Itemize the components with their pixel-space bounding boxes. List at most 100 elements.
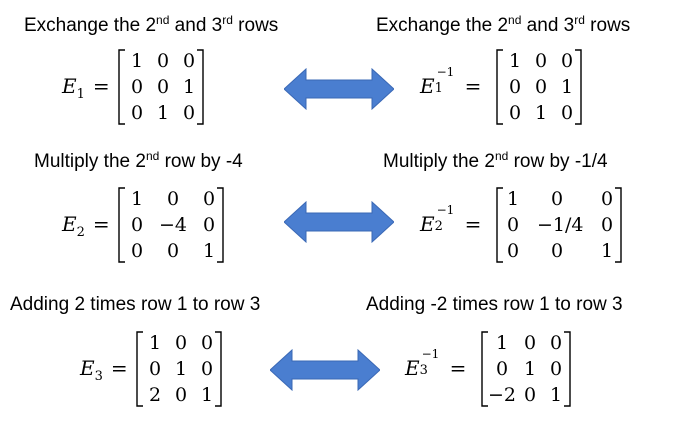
matrix-cell: 1 <box>148 332 162 354</box>
equals-sign: = <box>92 74 110 98</box>
heading-sup: rd <box>574 13 585 27</box>
heading-row3-right: Adding -2 times row 1 to row 3 <box>366 295 623 314</box>
heading-text: Exchange the 2 <box>376 15 509 36</box>
heading-text: Multiply the 2 <box>34 151 146 172</box>
matrix-cell: 0 <box>549 332 563 354</box>
matrix-cell: 0 <box>534 50 548 72</box>
matrix-subscript: 1 <box>76 87 85 102</box>
matrix-cell: 1 <box>560 76 574 98</box>
matrix-cell: 0 <box>202 214 216 236</box>
matrix-cell: 0 <box>550 240 564 262</box>
heading-row2-right: Multiply the 2nd row by -1/4 <box>383 149 608 172</box>
matrix-cell: 1 <box>523 358 537 380</box>
matrix-cell: 0 <box>130 102 144 124</box>
matrix-subscript: 1 <box>434 81 443 96</box>
equals-sign: = <box>449 356 467 380</box>
matrix-cell: 1 <box>549 384 563 406</box>
heading-text: and 3 <box>521 15 575 36</box>
matrix-cell: 0 <box>523 332 537 354</box>
heading-text: row by -4 <box>159 151 243 172</box>
matrix-subscript: 3 <box>94 369 103 384</box>
matrix-cell: 0 <box>130 240 144 262</box>
matrix-subscript: 2 <box>76 225 85 240</box>
matrix-cell: 0 <box>130 214 144 236</box>
matrix-cell: 0 <box>508 76 522 98</box>
equals-sign: = <box>92 212 110 236</box>
double-arrow-icon <box>284 201 394 243</box>
heading-row1-right: Exchange the 2nd and 3rd rows <box>376 13 630 36</box>
equals-sign: = <box>464 74 482 98</box>
matrix-cell: 1 <box>182 76 196 98</box>
heading-text: row by -1/4 <box>508 151 608 172</box>
heading-text: and 3 <box>169 15 223 36</box>
heading-text: Adding -2 times row 1 to row 3 <box>366 294 623 315</box>
heading-row2-left: Multiply the 2nd row by -4 <box>34 150 243 172</box>
matrix-cell: 0 <box>174 332 188 354</box>
matrix-cell: −2 <box>487 384 516 406</box>
matrix-symbol: E <box>62 212 77 236</box>
matrix-label: E 2 −1 = <box>420 204 482 236</box>
heading-row3-left: Adding 2 times row 1 to row 3 <box>10 295 260 314</box>
matrix-e1-inverse: E 1 −1 = 1 0 0 0 0 1 0 1 0 <box>420 46 600 126</box>
equals-sign: = <box>110 356 128 380</box>
matrix-symbol: E <box>62 74 77 98</box>
matrix-symbol: E <box>80 356 95 380</box>
matrix-cell: 1 <box>200 384 214 406</box>
matrix-cell: 1 <box>506 188 520 210</box>
matrix-superscript: −1 <box>436 65 455 79</box>
matrix-label: E1 = <box>62 74 110 101</box>
matrix-brackets <box>496 49 582 125</box>
matrix-cell: 1 <box>495 332 509 354</box>
matrix-brackets <box>136 331 222 407</box>
matrix-cell: 0 <box>148 358 162 380</box>
matrix-cell: 0 <box>560 50 574 72</box>
matrix-cell: 0 <box>600 214 614 236</box>
double-arrow-icon <box>284 68 394 110</box>
matrix-cell: 1 <box>534 102 548 124</box>
matrix-cell: 0 <box>550 188 564 210</box>
matrix-cell: 1 <box>174 358 188 380</box>
heading-text: Multiply the 2 <box>383 151 495 172</box>
matrix-e2-inverse: E 2 −1 = 1 0 0 0 −1/4 0 0 0 1 <box>420 184 650 264</box>
matrix-cell: 0 <box>156 50 170 72</box>
matrix-e2: E2 = 1 0 0 0 −4 0 0 0 1 <box>62 184 262 264</box>
matrix-brackets <box>118 187 224 263</box>
matrix-cell: 0 <box>130 76 144 98</box>
matrix-e1: E1 = 1 0 0 0 0 1 0 1 0 <box>62 46 242 126</box>
heading-row1-left: Exchange the 2nd and 3rd rows <box>24 13 279 36</box>
matrix-brackets <box>118 49 204 125</box>
matrix-cell: −4 <box>158 214 187 236</box>
matrix-cell: 0 <box>166 188 180 210</box>
matrix-cell: 0 <box>200 358 214 380</box>
matrix-label: E2 = <box>62 212 110 239</box>
matrix-superscript: −1 <box>436 203 455 217</box>
matrix-subscript: 3 <box>419 363 428 378</box>
matrix-cell: 0 <box>506 240 520 262</box>
matrix-cell: 0 <box>174 384 188 406</box>
heading-text: rows <box>232 15 279 36</box>
matrix-cell: 0 <box>560 102 574 124</box>
matrix-cell: 0 <box>506 214 520 236</box>
equals-sign: = <box>464 212 482 236</box>
matrix-cell: 0 <box>182 50 196 72</box>
matrix-cell: 0 <box>600 188 614 210</box>
matrix-subscript: 2 <box>434 219 443 234</box>
matrix-cell: 1 <box>600 240 614 262</box>
heading-sup: nd <box>494 149 509 163</box>
heading-text: Exchange the 2 <box>24 15 157 36</box>
matrix-cell: 1 <box>130 188 144 210</box>
matrix-cell: 0 <box>495 358 509 380</box>
matrix-cell: 2 <box>148 384 162 406</box>
matrix-symbol: E <box>420 74 435 98</box>
heading-sup: rd <box>222 13 233 27</box>
double-arrow-icon <box>270 349 380 391</box>
heading-text: Adding 2 times row 1 to row 3 <box>10 294 261 315</box>
matrix-cell: 1 <box>508 50 522 72</box>
matrix-cell: 0 <box>549 358 563 380</box>
matrix-superscript: −1 <box>421 347 440 361</box>
matrix-cell: 0 <box>166 240 180 262</box>
matrix-label: E3 = <box>80 356 128 383</box>
matrix-symbol: E <box>420 212 435 236</box>
matrix-cell: 0 <box>156 76 170 98</box>
matrix-cell: 0 <box>200 332 214 354</box>
